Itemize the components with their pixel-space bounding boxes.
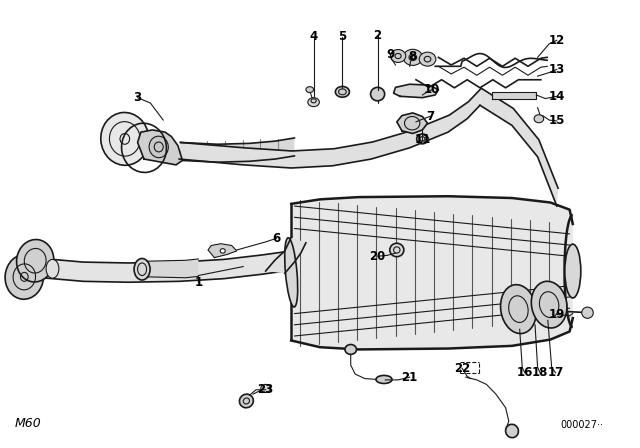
Text: 2: 2 [374, 29, 381, 43]
Text: 18: 18 [532, 366, 548, 379]
Text: 8: 8 [409, 49, 417, 63]
Text: 16: 16 [516, 366, 533, 379]
Polygon shape [180, 138, 294, 162]
Text: 20: 20 [369, 250, 386, 263]
Ellipse shape [306, 87, 314, 92]
Text: 17: 17 [547, 366, 564, 379]
Polygon shape [138, 130, 182, 165]
Text: 11: 11 [414, 133, 431, 146]
Polygon shape [397, 113, 428, 134]
Text: 21: 21 [401, 370, 418, 384]
Text: 22: 22 [454, 362, 470, 375]
Ellipse shape [335, 86, 349, 97]
Polygon shape [394, 84, 438, 98]
Ellipse shape [220, 249, 225, 253]
Polygon shape [208, 244, 237, 258]
Polygon shape [179, 88, 481, 168]
Text: 19: 19 [548, 308, 565, 321]
Ellipse shape [134, 258, 150, 280]
Polygon shape [266, 237, 306, 273]
Ellipse shape [506, 424, 518, 438]
Ellipse shape [531, 281, 567, 328]
Text: 5: 5 [339, 30, 346, 43]
Text: 3: 3 [134, 91, 141, 104]
Text: M60: M60 [15, 417, 42, 430]
Text: 4: 4 [310, 30, 317, 43]
Text: 9: 9 [387, 48, 394, 61]
Ellipse shape [308, 98, 319, 107]
Polygon shape [480, 88, 558, 206]
Text: 6: 6 [273, 232, 280, 245]
Text: 23: 23 [257, 383, 274, 396]
Text: 13: 13 [548, 63, 565, 76]
Text: 7: 7 [426, 110, 434, 123]
Polygon shape [147, 259, 198, 278]
Polygon shape [32, 252, 285, 282]
Text: 12: 12 [548, 34, 565, 47]
Ellipse shape [46, 259, 59, 278]
Text: 15: 15 [548, 114, 565, 128]
Ellipse shape [376, 375, 392, 383]
Ellipse shape [100, 112, 149, 165]
Ellipse shape [534, 115, 543, 123]
Text: 1: 1 [195, 276, 202, 289]
Ellipse shape [5, 254, 44, 299]
Polygon shape [291, 196, 573, 349]
Ellipse shape [345, 345, 356, 354]
Ellipse shape [390, 50, 406, 62]
Ellipse shape [403, 49, 422, 65]
Ellipse shape [149, 136, 168, 158]
Text: 14: 14 [548, 90, 565, 103]
Ellipse shape [417, 134, 428, 144]
Ellipse shape [261, 384, 270, 392]
Ellipse shape [419, 52, 436, 66]
Ellipse shape [390, 243, 404, 257]
Ellipse shape [285, 238, 298, 307]
Polygon shape [492, 92, 536, 99]
Text: 000027··: 000027·· [560, 420, 603, 430]
Ellipse shape [239, 394, 253, 408]
Ellipse shape [564, 244, 581, 298]
Ellipse shape [371, 87, 385, 101]
Ellipse shape [582, 307, 593, 318]
Text: 10: 10 [424, 83, 440, 96]
Ellipse shape [17, 240, 54, 282]
Ellipse shape [500, 284, 536, 334]
